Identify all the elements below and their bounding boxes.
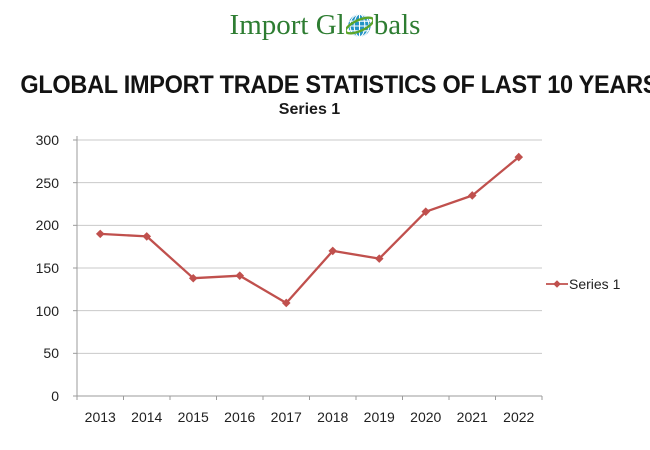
y-axis-tick-label: 50: [43, 345, 59, 362]
logo-text-left: Import Gl: [229, 8, 345, 41]
globe-icon: [344, 12, 375, 39]
y-axis-tick-label: 100: [35, 302, 59, 319]
legend: Series 1: [546, 275, 620, 293]
logo: Import Gl bals: [0, 8, 650, 42]
legend-series-marker-icon: [546, 280, 568, 288]
line-chart-plot-area: [73, 136, 543, 400]
x-axis-tick-label: 2022: [503, 409, 535, 425]
legend-label: Series 1: [569, 276, 621, 292]
y-axis-tick-label: 0: [51, 388, 59, 404]
x-axis-tick-label: 2021: [456, 409, 488, 425]
x-axis-tick-label: 2017: [270, 409, 302, 425]
x-axis-tick-label: 2018: [317, 409, 349, 425]
data-point-marker: [95, 229, 105, 239]
data-point-marker: [142, 232, 152, 241]
page-title: GLOBAL IMPORT TRADE STATISTICS OF LAST 1…: [20, 70, 650, 99]
chart-title: Series 1: [278, 101, 341, 118]
y-axis-tick-label: 300: [35, 132, 59, 148]
x-axis-tick-label: 2016: [224, 409, 256, 425]
series-line: [100, 156, 520, 305]
y-axis-tick-label: 250: [35, 174, 59, 191]
data-point-marker: [421, 207, 431, 216]
y-axis-tick-label: 150: [35, 260, 59, 276]
x-axis-tick-label: 2015: [177, 409, 209, 425]
logo-text-right: bals: [373, 8, 421, 41]
x-axis-labels: 2013 2014 2015 2016 2017 2018 2019 2020 2021 2022: [77, 408, 542, 428]
x-axis-tick-label: 2020: [410, 409, 442, 425]
data-point-marker: [188, 273, 198, 283]
data-point-marker: [281, 298, 291, 308]
x-axis-tick-label: 2014: [131, 409, 163, 425]
y-axis-labels: 0 50 100 150 200 250 300: [0, 132, 68, 404]
data-point-marker: [235, 271, 245, 280]
x-axis-tick-label: 2019: [363, 409, 395, 425]
y-axis-tick-label: 200: [35, 217, 59, 234]
x-axis-tick-label: 2013: [84, 409, 116, 425]
